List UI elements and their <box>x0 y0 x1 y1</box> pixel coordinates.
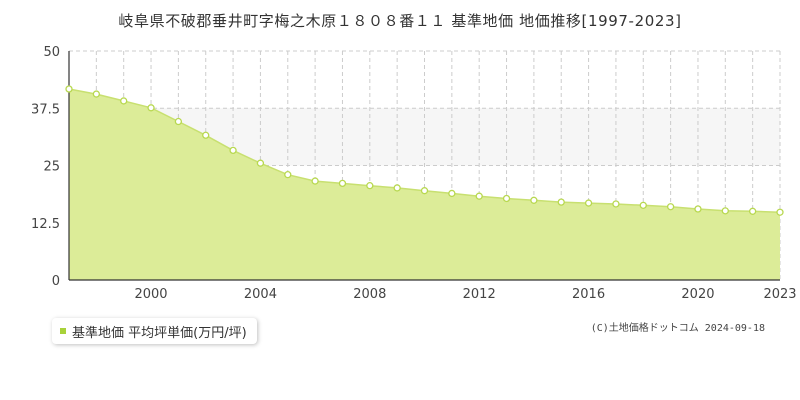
x-tick-label: 2012 <box>463 287 496 302</box>
y-tick-label: 12.5 <box>31 217 60 232</box>
data-point <box>694 205 702 213</box>
y-tick-label: 37.5 <box>31 102 60 117</box>
legend-label: 基準地価 平均坪単価(万円/坪) <box>72 325 247 341</box>
data-point <box>174 117 183 126</box>
x-tick-label: 2023 <box>763 287 796 302</box>
data-point <box>393 184 401 192</box>
data-point <box>284 171 292 179</box>
data-point <box>256 159 265 167</box>
x-tick-label: 2020 <box>681 287 714 302</box>
series-area <box>69 89 780 280</box>
data-point <box>721 207 729 215</box>
data-point <box>776 208 784 216</box>
data-point <box>92 90 100 98</box>
x-tick-label: 2000 <box>134 287 167 302</box>
data-point <box>448 189 456 198</box>
data-point <box>530 196 538 204</box>
page-title: 岐阜県不破郡垂井町字梅之木原１８０８番１１ 基準地価 地価推移[1997-202… <box>118 12 682 30</box>
data-point <box>749 207 757 215</box>
data-point <box>229 146 237 155</box>
credit-text: (C)土地価格ドットコム 2024-09-18 <box>590 323 765 334</box>
data-point <box>366 182 374 190</box>
data-point <box>584 199 593 207</box>
legend: 基準地価 平均坪単価(万円/坪) <box>52 318 257 344</box>
data-point <box>502 194 511 203</box>
data-point <box>666 203 675 211</box>
data-point <box>147 104 155 112</box>
legend-swatch <box>60 328 66 334</box>
x-tick-label: 2004 <box>244 287 277 302</box>
data-point <box>639 201 647 209</box>
data-point <box>65 85 73 93</box>
data-point <box>202 131 210 139</box>
y-tick-label: 25 <box>43 160 60 175</box>
x-tick-label: 2008 <box>353 287 386 302</box>
x-tick-label: 2016 <box>572 287 605 302</box>
data-point <box>420 187 429 195</box>
data-point <box>475 192 483 200</box>
data-point <box>311 177 319 185</box>
y-tick-label: 0 <box>52 274 60 289</box>
data-point <box>338 179 347 188</box>
data-point <box>612 200 620 208</box>
data-point <box>120 97 128 105</box>
y-tick-label: 50 <box>43 45 60 60</box>
data-point <box>557 198 565 206</box>
